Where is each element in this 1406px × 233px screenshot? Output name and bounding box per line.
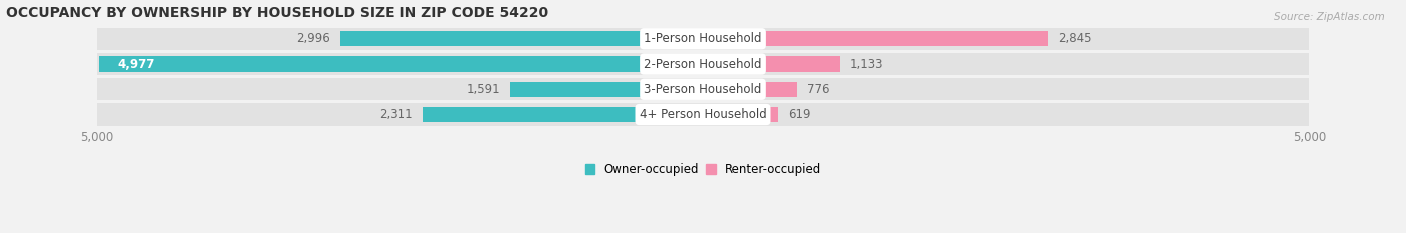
- Bar: [703, 31, 1047, 46]
- Bar: [510, 82, 703, 97]
- Text: OCCUPANCY BY OWNERSHIP BY HOUSEHOLD SIZE IN ZIP CODE 54220: OCCUPANCY BY OWNERSHIP BY HOUSEHOLD SIZE…: [6, 6, 548, 20]
- Bar: [703, 82, 797, 97]
- Bar: [97, 28, 703, 50]
- Bar: [703, 78, 1309, 100]
- Text: 1,591: 1,591: [467, 83, 501, 96]
- Bar: [703, 107, 778, 122]
- Text: 3-Person Household: 3-Person Household: [644, 83, 762, 96]
- Bar: [100, 56, 703, 72]
- Text: 2,996: 2,996: [297, 32, 330, 45]
- Text: 2,845: 2,845: [1057, 32, 1091, 45]
- Bar: [703, 53, 1309, 75]
- Text: 1,133: 1,133: [851, 58, 883, 71]
- Bar: [703, 28, 1309, 50]
- Bar: [423, 107, 703, 122]
- Text: 1-Person Household: 1-Person Household: [644, 32, 762, 45]
- Bar: [97, 78, 703, 100]
- Bar: [703, 103, 1309, 126]
- Text: 4,977: 4,977: [118, 58, 155, 71]
- Text: 776: 776: [807, 83, 830, 96]
- Bar: [703, 56, 841, 72]
- Bar: [97, 53, 703, 75]
- Bar: [97, 103, 703, 126]
- Text: Source: ZipAtlas.com: Source: ZipAtlas.com: [1274, 12, 1385, 22]
- Legend: Owner-occupied, Renter-occupied: Owner-occupied, Renter-occupied: [585, 163, 821, 176]
- Text: 2,311: 2,311: [380, 108, 413, 121]
- Bar: [340, 31, 703, 46]
- Text: 2-Person Household: 2-Person Household: [644, 58, 762, 71]
- Text: 4+ Person Household: 4+ Person Household: [640, 108, 766, 121]
- Text: 619: 619: [787, 108, 810, 121]
